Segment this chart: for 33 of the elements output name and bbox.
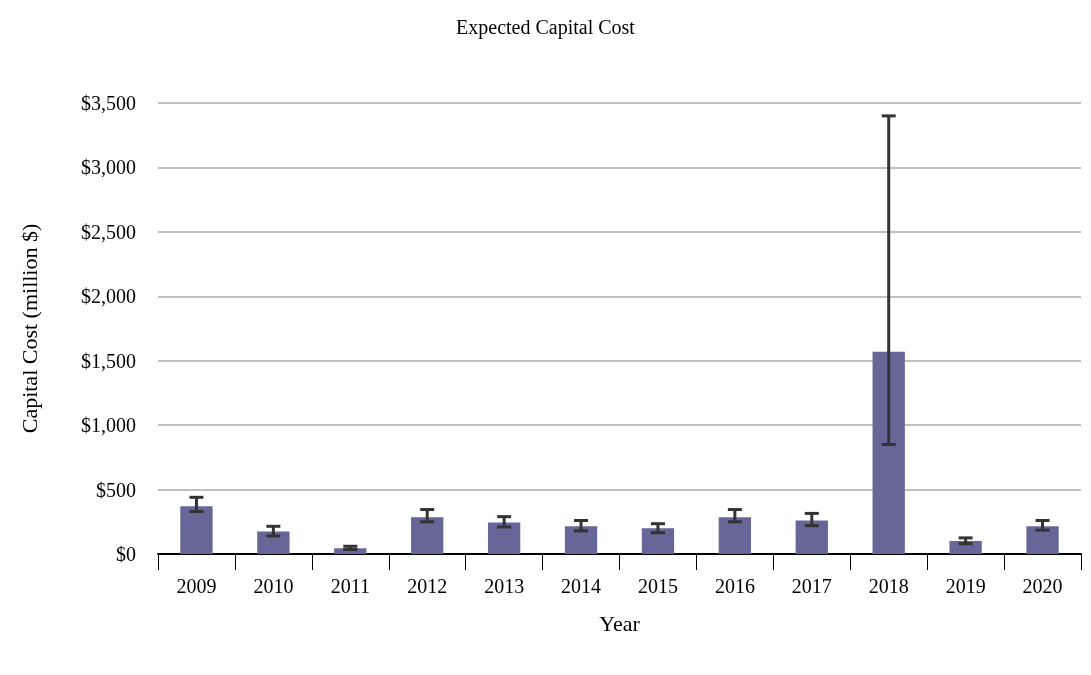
x-tick-label: 2018 — [868, 575, 909, 597]
y-tick-label: $1,500 — [81, 349, 136, 372]
x-tick-label: 2019 — [945, 575, 986, 597]
x-tick-label: 2017 — [791, 575, 832, 597]
x-tick-label: 2011 — [330, 575, 370, 597]
x-tick-label: 2012 — [407, 575, 448, 597]
bar — [487, 522, 521, 554]
y-tick-label: $3,500 — [81, 92, 136, 114]
y-tick-label: $2,500 — [81, 220, 136, 243]
x-tick-label: 2009 — [176, 575, 217, 597]
x-tick-label: 2016 — [714, 575, 755, 597]
y-tick-label: $500 — [96, 478, 136, 501]
bar — [795, 520, 828, 554]
y-tick-label: $1,000 — [81, 414, 136, 437]
y-tick-label: $3,000 — [81, 156, 136, 179]
bar — [411, 517, 444, 554]
bar — [257, 531, 290, 554]
x-axis-title: Year — [599, 610, 641, 636]
y-tick-label: $2,000 — [81, 285, 136, 308]
y-axis-title: Capital Cost (million $) — [16, 223, 42, 434]
chart-title: Expected Capital Cost — [456, 16, 636, 39]
bar — [1026, 526, 1059, 554]
bar — [564, 526, 598, 554]
x-tick-label: 2020 — [1022, 575, 1063, 597]
bar — [718, 517, 752, 554]
bar — [641, 528, 675, 554]
x-tick-label: 2013 — [484, 575, 525, 597]
x-tick-label: 2014 — [561, 575, 602, 597]
x-tick-label: 2015 — [637, 575, 678, 597]
x-tick-label: 2010 — [253, 575, 294, 597]
bar — [180, 506, 213, 554]
bar — [872, 351, 905, 554]
y-tick-label: $0 — [116, 543, 136, 565]
